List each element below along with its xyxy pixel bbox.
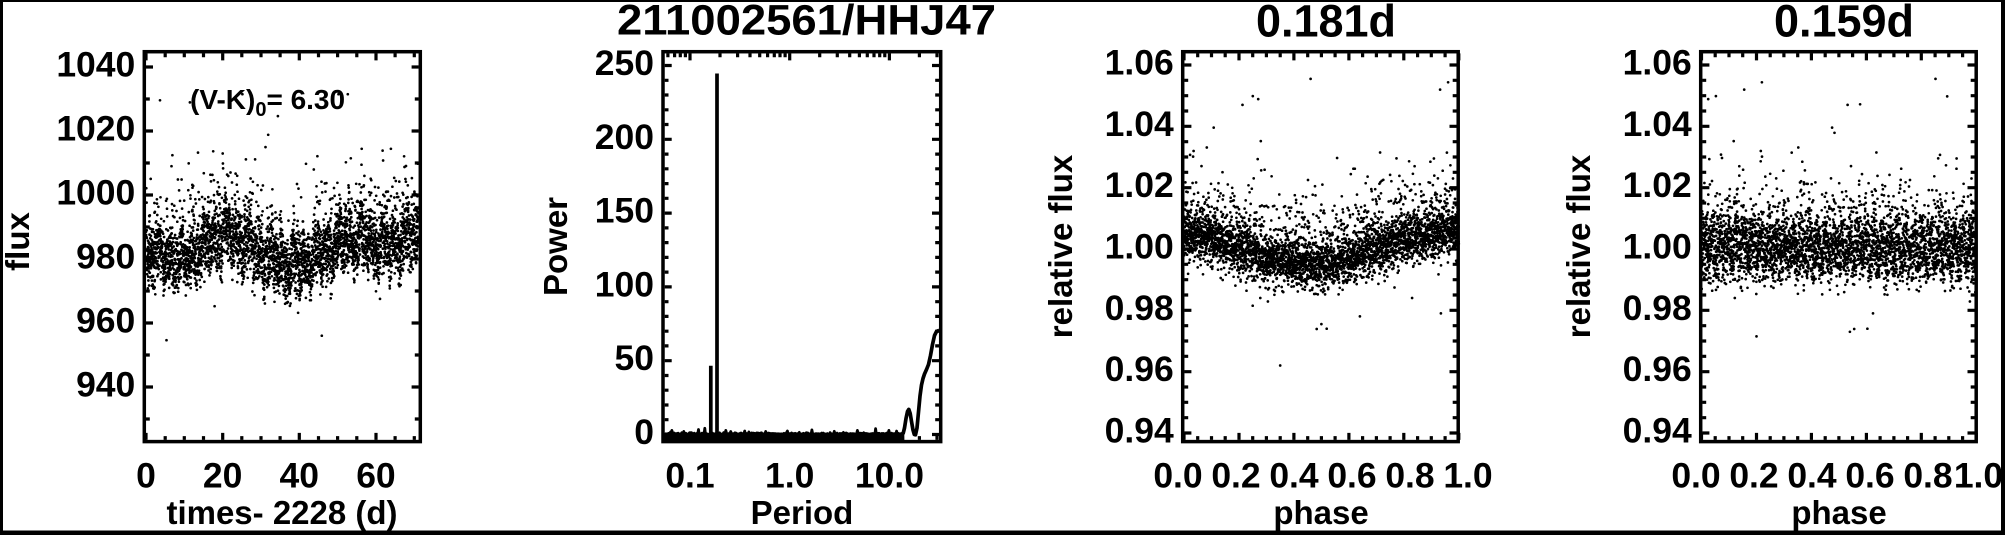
- svg-text:0.98: 0.98: [1623, 288, 1692, 328]
- svg-text:150: 150: [595, 191, 654, 231]
- svg-text:0.0: 0.0: [1153, 456, 1202, 496]
- svg-text:0.6: 0.6: [1845, 456, 1894, 496]
- svg-text:1.0: 1.0: [1954, 456, 2003, 496]
- svg-text:0.98: 0.98: [1105, 288, 1174, 328]
- svg-text:1.06: 1.06: [1623, 43, 1692, 83]
- svg-text:1.0: 1.0: [1443, 456, 1492, 496]
- svg-text:0.8: 0.8: [1903, 456, 1952, 496]
- svg-text:1.0: 1.0: [765, 456, 814, 496]
- svg-text:0.96: 0.96: [1623, 349, 1692, 389]
- svg-text:0.1: 0.1: [665, 456, 714, 496]
- svg-text:phase: phase: [1791, 494, 1886, 531]
- svg-text:1.06: 1.06: [1105, 43, 1174, 83]
- svg-text:60: 60: [356, 456, 396, 496]
- svg-text:100: 100: [595, 264, 654, 304]
- svg-text:1.04: 1.04: [1623, 104, 1692, 144]
- svg-text:1.00: 1.00: [1623, 226, 1692, 266]
- svg-text:Power: Power: [537, 197, 574, 296]
- svg-text:0.96: 0.96: [1105, 349, 1174, 389]
- svg-text:0.4: 0.4: [1787, 456, 1837, 496]
- svg-text:0.94: 0.94: [1105, 410, 1174, 450]
- svg-text:0.159d: 0.159d: [1774, 0, 1914, 47]
- svg-text:relative flux: relative flux: [1560, 154, 1597, 338]
- svg-text:1000: 1000: [56, 173, 135, 213]
- svg-text:1.02: 1.02: [1623, 165, 1692, 205]
- svg-text:0: 0: [634, 412, 654, 452]
- svg-text:0.181d: 0.181d: [1256, 0, 1396, 47]
- svg-text:0.94: 0.94: [1623, 410, 1692, 450]
- svg-text:(V-K)0= 6.30: (V-K)0= 6.30: [190, 84, 345, 121]
- svg-text:flux: flux: [0, 212, 36, 271]
- svg-text:0.2: 0.2: [1211, 456, 1260, 496]
- svg-text:960: 960: [76, 301, 135, 341]
- svg-text:980: 980: [76, 237, 135, 277]
- svg-text:940: 940: [76, 365, 135, 405]
- svg-text:50: 50: [615, 338, 655, 378]
- svg-text:200: 200: [595, 117, 654, 157]
- svg-text:1.04: 1.04: [1105, 104, 1174, 144]
- svg-text:211002561/HHJ47: 211002561/HHJ47: [617, 0, 996, 45]
- svg-text:0.4: 0.4: [1269, 456, 1319, 496]
- svg-text:0.0: 0.0: [1671, 456, 1720, 496]
- svg-text:40: 40: [280, 456, 320, 496]
- svg-text:0.8: 0.8: [1385, 456, 1434, 496]
- svg-text:Period: Period: [751, 494, 854, 531]
- svg-text:10.0: 10.0: [855, 456, 924, 496]
- svg-text:0.6: 0.6: [1327, 456, 1376, 496]
- svg-text:0.2: 0.2: [1729, 456, 1778, 496]
- svg-text:1.00: 1.00: [1105, 226, 1174, 266]
- svg-text:250: 250: [595, 43, 654, 83]
- svg-text:1020: 1020: [56, 109, 135, 149]
- svg-text:1.02: 1.02: [1105, 165, 1174, 205]
- svg-text:1040: 1040: [56, 45, 135, 85]
- svg-text:20: 20: [203, 456, 243, 496]
- svg-text:relative flux: relative flux: [1042, 154, 1079, 338]
- svg-text:times- 2228 (d): times- 2228 (d): [166, 494, 397, 531]
- svg-text:0: 0: [136, 456, 156, 496]
- svg-text:phase: phase: [1273, 494, 1368, 531]
